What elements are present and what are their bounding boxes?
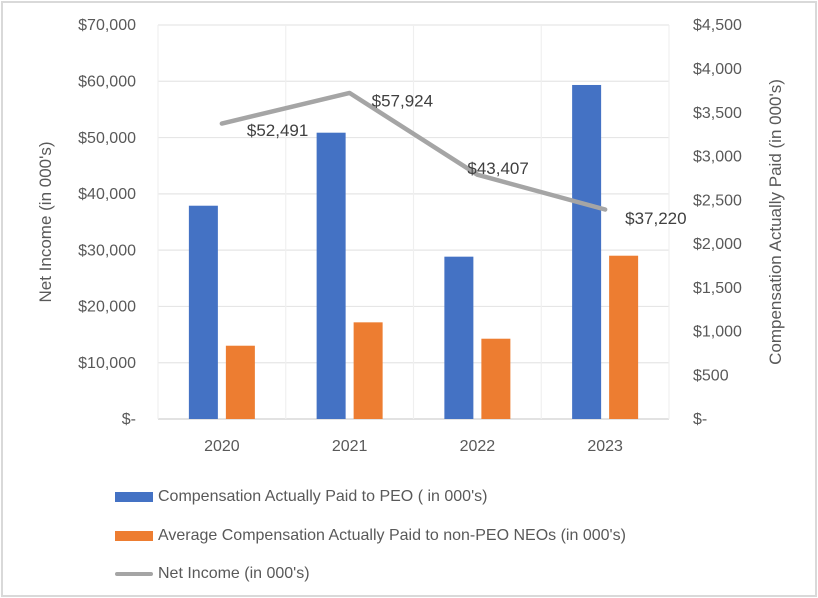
bar-peo-2023 (572, 84, 602, 419)
legend-item-net-income: Net Income (in 000's) (115, 555, 626, 594)
legend-item-non-peo: Average Compensation Actually Paid to no… (115, 517, 626, 556)
right-tick-label: $1,000 (693, 324, 742, 341)
right-tick-label: $1,500 (693, 280, 742, 297)
right-axis-title: Compensation Actually Paid (in 000's) (766, 79, 785, 365)
x-tick-label-2021: 2021 (332, 438, 368, 455)
bar-non-peo-2021 (353, 322, 383, 419)
x-axis-ticks: 2020 2021 2022 2023 (204, 438, 623, 455)
bar-non-peo-2020 (225, 345, 255, 419)
left-tick-label: $- (122, 411, 136, 428)
data-labels: $52,491 $57,924 $43,407 $37,220 (247, 91, 687, 228)
left-axis-ticks: $- $10,000 $20,000 $30,000 $40,000 $50,000 $60… (78, 17, 136, 428)
net-income-line (219, 90, 608, 212)
legend: Compensation Actually Paid to PEO ( in 0… (115, 478, 626, 594)
left-axis-title: Net Income (in 000's) (36, 141, 55, 302)
bar-peo-2020 (188, 205, 218, 419)
legend-label-non-peo: Average Compensation Actually Paid to no… (158, 526, 626, 544)
left-tick-label: $50,000 (78, 130, 136, 147)
right-tick-label: $2,500 (693, 192, 742, 209)
bar-non-peo-2022 (481, 338, 511, 419)
data-label-net-income-2023: $37,220 (625, 209, 686, 228)
left-tick-label: $10,000 (78, 355, 136, 372)
right-axis-ticks: $- $500 $1,000 $1,500 $2,000 $2,500 $3,000 $3,5… (693, 17, 742, 428)
bars (188, 84, 639, 419)
right-tick-label: $4,500 (693, 17, 742, 34)
legend-item-peo: Compensation Actually Paid to PEO ( in 0… (115, 478, 626, 517)
bar-peo-2021 (316, 132, 346, 419)
left-tick-label: $20,000 (78, 299, 136, 316)
data-label-net-income-2021: $57,924 (372, 91, 433, 110)
right-tick-label: $- (693, 411, 707, 428)
left-tick-label: $60,000 (78, 74, 136, 91)
net-income-line-group (219, 90, 608, 212)
right-tick-label: $3,500 (693, 105, 742, 122)
data-label-net-income-2020: $52,491 (247, 121, 308, 140)
right-tick-label: $2,000 (693, 236, 742, 253)
x-tick-label-2023: 2023 (587, 438, 623, 455)
legend-swatch-non-peo (115, 530, 153, 541)
bar-non-peo-2023 (609, 255, 639, 419)
right-tick-label: $4,000 (693, 61, 742, 78)
legend-swatch-peo (115, 492, 153, 503)
bar-peo-2022 (444, 256, 474, 419)
left-tick-label: $30,000 (78, 242, 136, 259)
legend-label-peo: Compensation Actually Paid to PEO ( in 0… (158, 488, 488, 506)
left-tick-label: $40,000 (78, 186, 136, 203)
legend-label-net-income: Net Income (in 000's) (158, 565, 310, 583)
right-tick-label: $500 (693, 367, 729, 384)
x-tick-label-2020: 2020 (204, 438, 240, 455)
left-tick-label: $70,000 (78, 17, 136, 34)
data-label-net-income-2022: $43,407 (467, 159, 528, 178)
right-tick-label: $3,000 (693, 149, 742, 166)
legend-swatch-net-income (115, 572, 153, 577)
x-tick-label-2022: 2022 (460, 438, 496, 455)
